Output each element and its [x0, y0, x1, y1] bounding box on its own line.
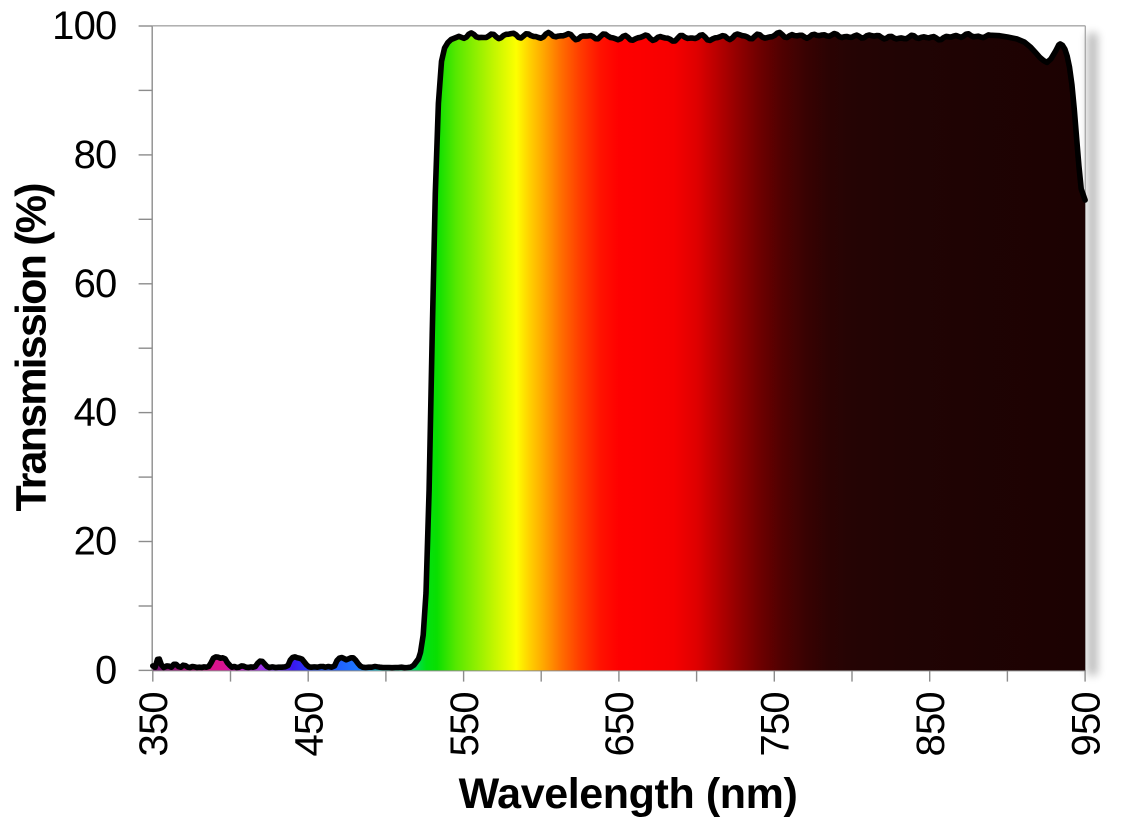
svg-text:Wavelength (nm): Wavelength (nm) [459, 770, 798, 818]
svg-text:750: 750 [754, 692, 798, 756]
svg-text:Transmission (%): Transmission (%) [8, 184, 56, 512]
svg-text:100: 100 [52, 4, 116, 48]
svg-text:80: 80 [74, 133, 117, 177]
svg-text:350: 350 [132, 692, 176, 756]
svg-text:40: 40 [74, 391, 117, 435]
svg-text:60: 60 [74, 262, 117, 306]
svg-text:450: 450 [287, 692, 331, 756]
svg-text:20: 20 [74, 520, 117, 564]
svg-text:650: 650 [598, 692, 642, 756]
svg-text:0: 0 [95, 648, 116, 692]
svg-text:550: 550 [443, 692, 487, 756]
svg-text:950: 950 [1064, 692, 1108, 756]
svg-text:850: 850 [909, 692, 953, 756]
